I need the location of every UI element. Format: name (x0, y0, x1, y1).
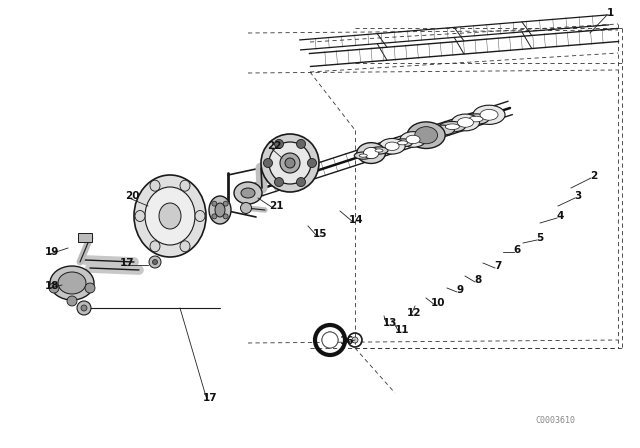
Ellipse shape (180, 241, 190, 252)
Text: 4: 4 (556, 211, 564, 221)
Text: 18: 18 (45, 281, 60, 291)
Text: 15: 15 (313, 229, 327, 239)
Circle shape (296, 177, 305, 186)
Circle shape (352, 337, 358, 343)
Circle shape (212, 201, 217, 206)
Ellipse shape (415, 127, 438, 144)
Ellipse shape (150, 180, 160, 191)
Ellipse shape (397, 141, 408, 145)
Ellipse shape (134, 175, 206, 257)
Ellipse shape (195, 211, 205, 221)
Ellipse shape (406, 135, 420, 144)
Text: 22: 22 (267, 141, 281, 151)
Circle shape (149, 256, 161, 268)
Ellipse shape (322, 332, 338, 348)
Text: 21: 21 (269, 201, 284, 211)
Ellipse shape (150, 241, 160, 252)
Ellipse shape (355, 152, 372, 159)
Text: 5: 5 (536, 233, 543, 243)
Circle shape (275, 177, 284, 186)
Text: 19: 19 (45, 247, 59, 257)
Text: 20: 20 (125, 191, 140, 201)
Circle shape (223, 214, 228, 219)
Circle shape (49, 283, 59, 293)
Ellipse shape (215, 203, 225, 217)
Ellipse shape (385, 142, 399, 151)
Text: 2: 2 (590, 171, 598, 181)
Ellipse shape (375, 149, 383, 152)
Circle shape (322, 332, 338, 348)
Ellipse shape (451, 114, 479, 131)
Ellipse shape (180, 180, 190, 191)
Ellipse shape (234, 182, 262, 204)
Text: 17: 17 (203, 393, 218, 403)
Text: 17: 17 (120, 258, 134, 268)
Circle shape (152, 259, 157, 264)
Ellipse shape (445, 124, 460, 129)
Text: 16: 16 (340, 336, 355, 346)
Ellipse shape (370, 147, 388, 154)
Ellipse shape (407, 122, 445, 148)
Text: 10: 10 (431, 298, 445, 308)
Ellipse shape (285, 158, 295, 168)
Ellipse shape (364, 147, 379, 159)
Ellipse shape (261, 134, 319, 192)
Ellipse shape (159, 203, 181, 229)
Ellipse shape (50, 266, 94, 300)
Ellipse shape (473, 105, 505, 125)
Circle shape (81, 305, 87, 311)
Text: 11: 11 (395, 325, 409, 335)
Text: 9: 9 (456, 285, 463, 295)
Ellipse shape (145, 187, 195, 245)
Ellipse shape (269, 142, 311, 184)
Ellipse shape (241, 188, 255, 198)
Ellipse shape (58, 272, 86, 294)
Text: 6: 6 (513, 245, 520, 255)
Text: 12: 12 (407, 308, 421, 318)
Ellipse shape (359, 154, 367, 157)
Text: 7: 7 (494, 261, 502, 271)
Circle shape (241, 202, 252, 214)
Circle shape (264, 159, 273, 168)
Ellipse shape (480, 109, 498, 120)
Ellipse shape (392, 139, 413, 147)
Text: 1: 1 (606, 8, 614, 18)
Circle shape (212, 214, 217, 219)
Text: 8: 8 (474, 275, 482, 285)
Ellipse shape (458, 118, 474, 127)
Circle shape (223, 201, 228, 206)
Ellipse shape (463, 114, 489, 124)
Text: 13: 13 (383, 318, 397, 328)
Ellipse shape (440, 121, 465, 132)
Ellipse shape (135, 211, 145, 221)
Ellipse shape (209, 196, 231, 224)
Circle shape (67, 296, 77, 306)
Circle shape (307, 159, 317, 168)
Ellipse shape (357, 142, 385, 164)
Ellipse shape (280, 153, 300, 173)
Circle shape (275, 139, 284, 148)
Ellipse shape (469, 116, 483, 122)
Text: 3: 3 (574, 191, 582, 201)
Bar (78, 233, 92, 242)
Circle shape (85, 283, 95, 293)
Ellipse shape (429, 125, 454, 135)
Ellipse shape (400, 132, 426, 147)
Circle shape (296, 139, 305, 148)
Circle shape (77, 301, 91, 315)
Ellipse shape (379, 138, 405, 154)
Text: 14: 14 (349, 215, 364, 225)
Text: C0003610: C0003610 (535, 415, 575, 425)
